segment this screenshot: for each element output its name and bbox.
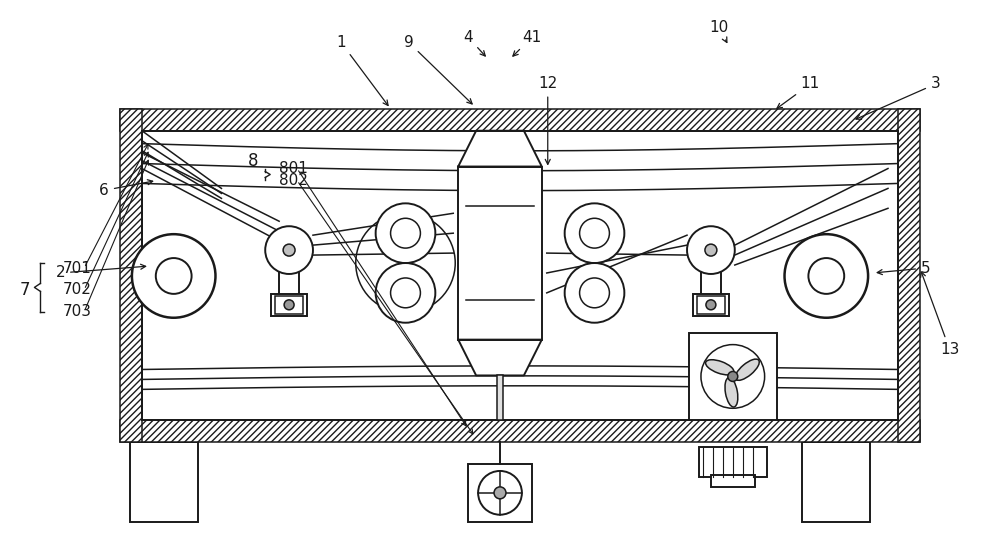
Text: 3: 3 xyxy=(856,76,941,119)
Circle shape xyxy=(478,471,522,515)
Bar xyxy=(689,332,777,420)
Bar xyxy=(120,109,142,442)
Text: 13: 13 xyxy=(921,272,959,357)
Text: 10: 10 xyxy=(709,20,728,43)
Polygon shape xyxy=(458,131,542,167)
Text: 41: 41 xyxy=(513,30,541,56)
Polygon shape xyxy=(458,339,542,376)
Bar xyxy=(130,442,198,522)
Bar xyxy=(699,447,767,477)
Text: 801: 801 xyxy=(279,161,308,176)
Circle shape xyxy=(391,218,420,248)
Bar xyxy=(120,420,920,442)
Text: 9: 9 xyxy=(404,34,472,104)
Bar xyxy=(279,238,299,296)
Text: 6: 6 xyxy=(99,180,153,198)
Circle shape xyxy=(376,203,435,263)
Text: 802: 802 xyxy=(279,173,308,188)
Circle shape xyxy=(284,300,294,310)
Bar xyxy=(458,167,542,339)
Circle shape xyxy=(132,234,215,318)
Circle shape xyxy=(391,278,420,308)
Circle shape xyxy=(565,263,624,323)
Text: 1: 1 xyxy=(336,34,388,105)
Circle shape xyxy=(283,244,295,256)
Bar xyxy=(275,296,303,314)
Bar xyxy=(468,464,532,522)
Bar xyxy=(693,294,729,316)
Text: 11: 11 xyxy=(777,76,820,108)
Circle shape xyxy=(785,234,868,318)
Text: 8: 8 xyxy=(248,152,259,169)
Circle shape xyxy=(580,278,609,308)
Text: 701: 701 xyxy=(62,260,91,275)
Text: 12: 12 xyxy=(538,76,557,164)
Text: 7: 7 xyxy=(19,281,30,299)
Circle shape xyxy=(580,218,609,248)
Circle shape xyxy=(808,258,844,294)
Text: 702: 702 xyxy=(62,282,91,298)
Bar xyxy=(802,442,870,522)
Circle shape xyxy=(705,244,717,256)
Text: 5: 5 xyxy=(877,260,931,275)
Bar xyxy=(711,475,755,487)
Bar xyxy=(120,109,920,131)
Text: 4: 4 xyxy=(463,30,485,56)
Text: 703: 703 xyxy=(62,305,91,319)
Bar xyxy=(898,109,920,442)
Circle shape xyxy=(565,203,624,263)
Text: 2: 2 xyxy=(55,264,146,280)
Bar xyxy=(701,238,721,296)
Ellipse shape xyxy=(706,360,734,375)
Bar xyxy=(697,296,725,314)
Circle shape xyxy=(494,487,506,499)
Ellipse shape xyxy=(725,378,738,407)
Circle shape xyxy=(156,258,192,294)
Circle shape xyxy=(687,226,735,274)
Bar xyxy=(271,294,307,316)
Bar xyxy=(497,376,503,420)
Circle shape xyxy=(265,226,313,274)
Circle shape xyxy=(728,371,738,381)
Circle shape xyxy=(376,263,435,323)
Ellipse shape xyxy=(735,359,759,380)
Circle shape xyxy=(706,300,716,310)
